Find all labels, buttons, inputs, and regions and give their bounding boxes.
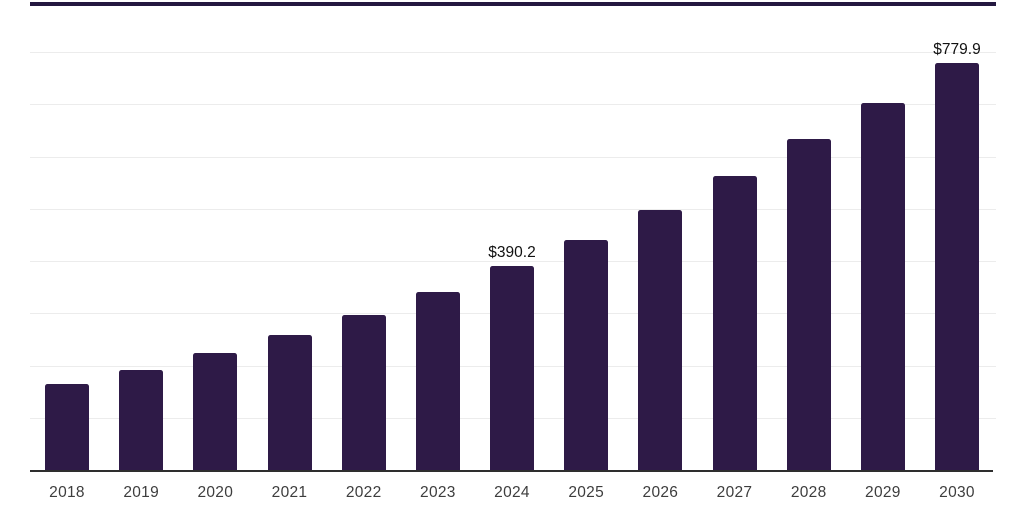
- bar: [193, 352, 238, 470]
- x-axis-label: 2029: [865, 484, 901, 501]
- gridline: [30, 156, 996, 158]
- x-axis-label: 2024: [494, 484, 530, 501]
- x-axis-label: 2026: [642, 484, 679, 501]
- bar: [45, 383, 89, 470]
- gridline: [30, 104, 996, 106]
- bar: [564, 240, 609, 470]
- bar: [712, 175, 757, 470]
- x-axis-label: 2025: [568, 484, 605, 501]
- data-label: $390.2: [488, 244, 536, 262]
- x-axis-label: 2019: [123, 484, 160, 501]
- bar: [786, 139, 831, 470]
- x-axis-label: 2022: [345, 484, 382, 501]
- x-axis-label: 2018: [49, 484, 85, 501]
- bar: [638, 209, 683, 470]
- bar: [860, 103, 905, 470]
- plot-top-border: [30, 2, 996, 6]
- x-axis-label: 2020: [197, 484, 234, 501]
- bar: [935, 62, 979, 470]
- gridline: [30, 208, 996, 210]
- x-axis-label: 2027: [716, 484, 753, 501]
- x-axis-label: 2028: [790, 484, 827, 501]
- bar: [119, 369, 164, 470]
- x-axis-label: 2021: [271, 484, 308, 501]
- bar: [267, 334, 312, 470]
- gridline: [30, 52, 996, 54]
- x-axis-label: 2023: [420, 484, 456, 501]
- x-axis-label: 2030: [939, 484, 975, 501]
- bar: [490, 266, 534, 470]
- x-axis-line: [30, 470, 993, 472]
- gridline: [30, 261, 996, 263]
- data-label: $779.9: [933, 40, 981, 58]
- bar: [415, 292, 460, 470]
- bar: [341, 315, 386, 470]
